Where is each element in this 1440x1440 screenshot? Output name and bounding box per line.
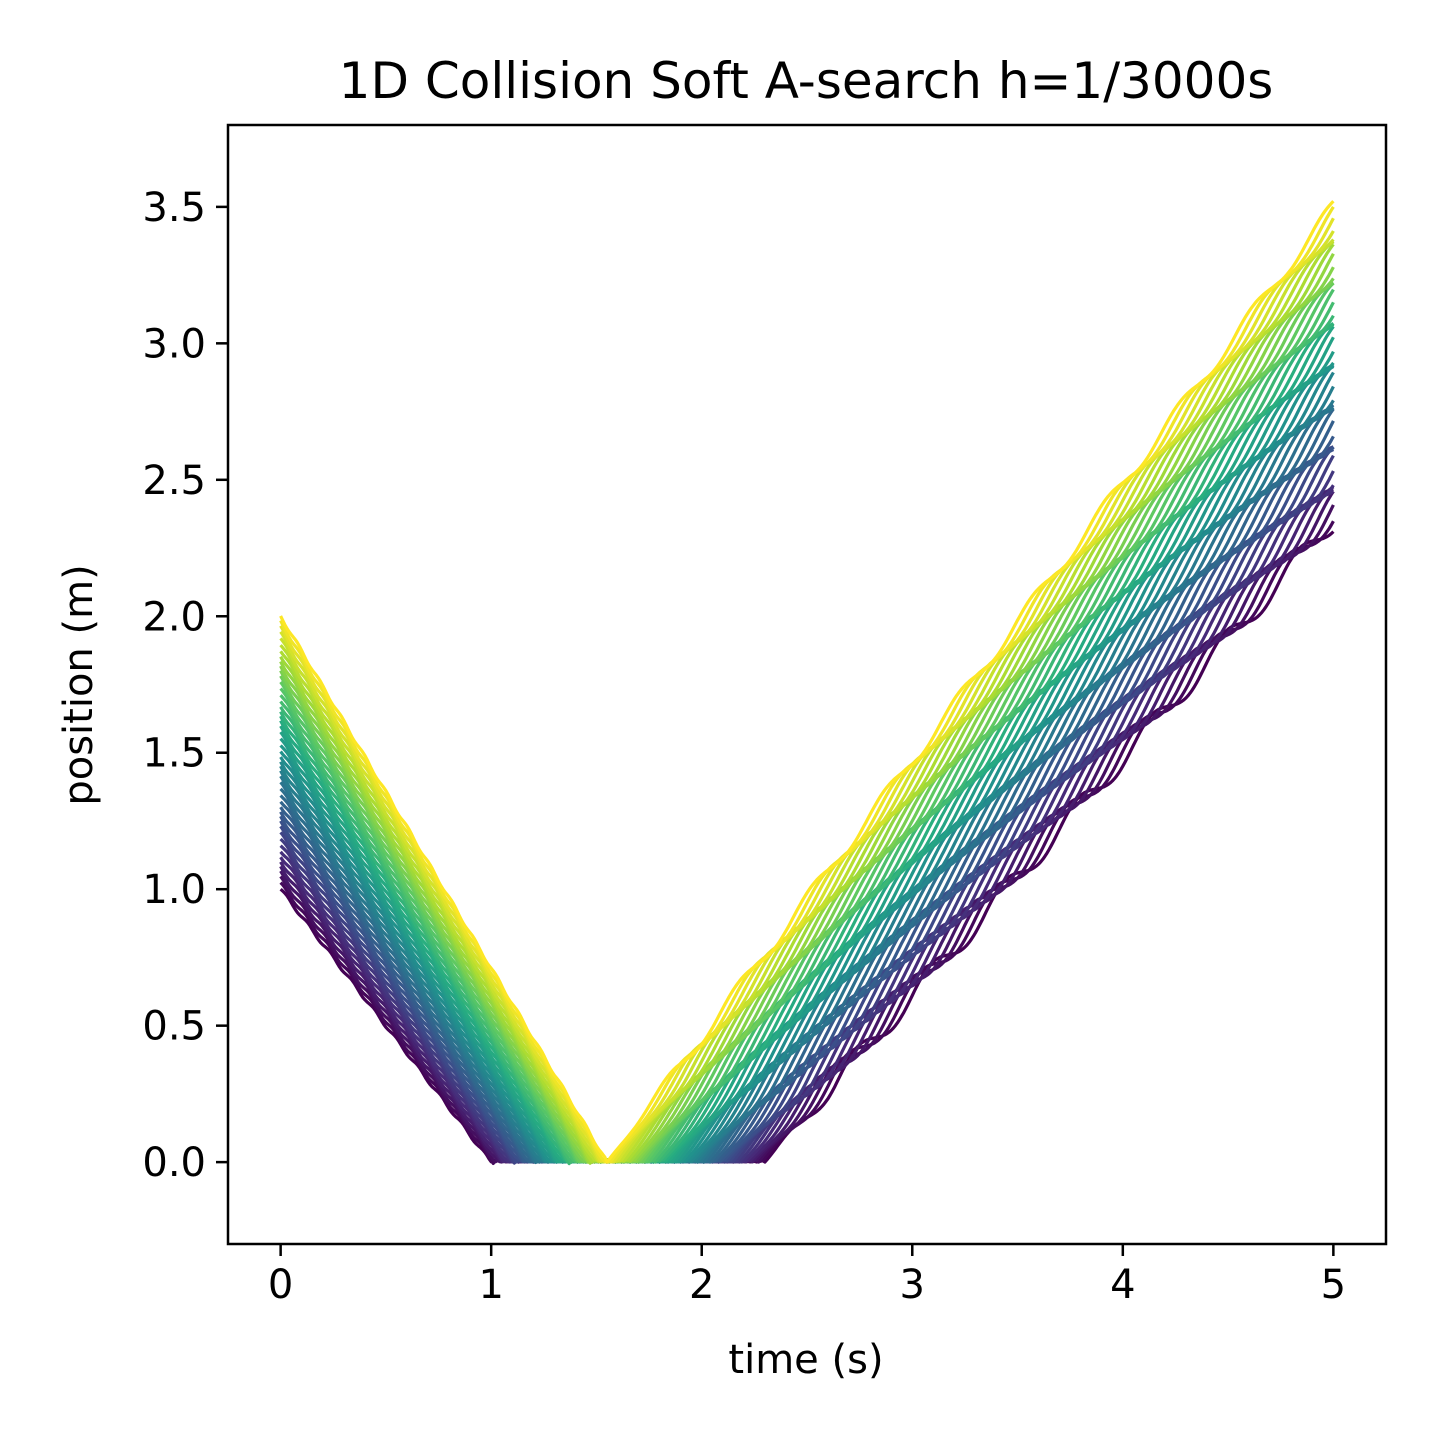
y-tick-label: 3.5	[142, 185, 206, 231]
x-tick-label: 2	[689, 1262, 714, 1308]
trajectory-line	[279, 206, 1335, 1164]
y-tick-label: 3.0	[142, 321, 206, 367]
trajectory-line	[279, 504, 1335, 1164]
y-tick-label: 1.5	[142, 731, 206, 777]
y-tick-label: 0.5	[142, 1004, 206, 1050]
y-tick-label: 1.0	[142, 867, 206, 913]
trajectory-line	[279, 252, 1335, 1164]
trajectory-line	[279, 454, 1335, 1164]
trajectory-line	[279, 288, 1335, 1164]
x-tick-label: 3	[900, 1262, 925, 1308]
y-tick-label: 2.0	[142, 594, 206, 640]
trajectory-line	[279, 407, 1335, 1164]
trajectory-line	[279, 301, 1335, 1164]
x-axis-ticks: 0 1 2 3 4 5	[268, 1244, 1346, 1308]
x-tick-label: 5	[1321, 1262, 1346, 1308]
trajectory-line	[279, 325, 1335, 1164]
x-axis-label: time (s)	[728, 1337, 883, 1383]
plot-frame	[226, 123, 1388, 1246]
trajectory-line	[279, 200, 1335, 1164]
y-tick-label: 0.0	[142, 1140, 206, 1186]
trajectory-lines	[279, 200, 1335, 1166]
trajectory-line	[279, 420, 1335, 1164]
x-tick-label: 0	[268, 1262, 293, 1308]
y-tick-label: 2.5	[142, 458, 206, 504]
trajectory-line	[279, 217, 1335, 1164]
y-axis-label: position (m)	[56, 564, 102, 805]
x-tick-label: 4	[1110, 1262, 1135, 1308]
y-axis-ticks: 0.0 0.5 1.0 1.5 2.0 2.5 3.0 3.5	[142, 185, 228, 1186]
trajectory-line	[279, 336, 1335, 1164]
chart-title: 1D Collision Soft A-search h=1/3000s	[339, 52, 1274, 110]
trajectory-line	[279, 484, 1335, 1164]
trajectory-line	[279, 243, 1335, 1165]
x-tick-label: 1	[478, 1262, 503, 1308]
